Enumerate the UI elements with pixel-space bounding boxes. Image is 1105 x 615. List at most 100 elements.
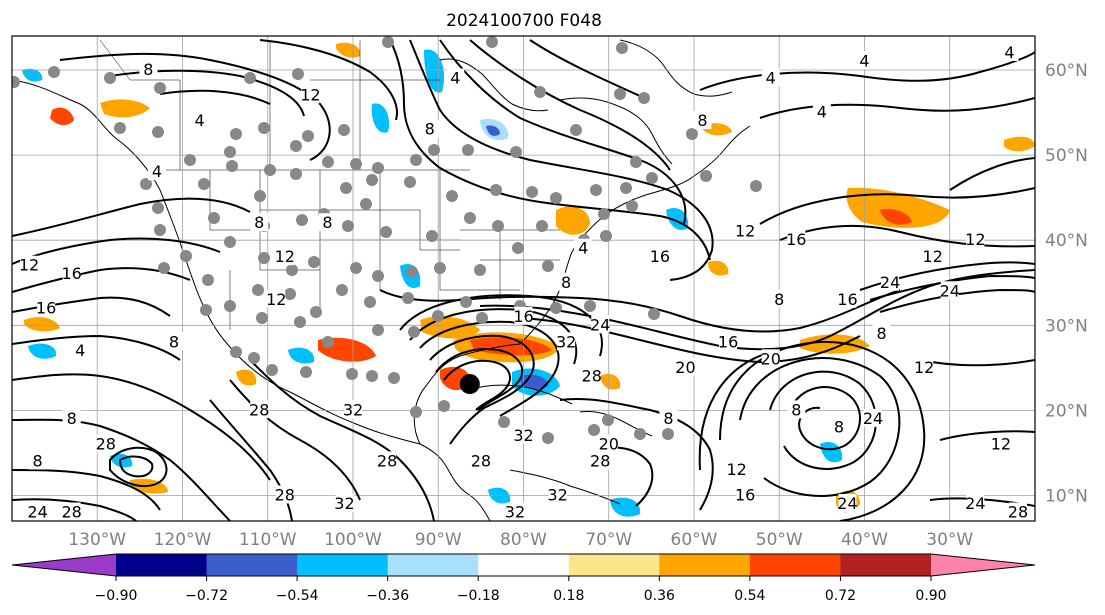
station-marker bbox=[372, 162, 384, 174]
station-marker bbox=[366, 174, 378, 186]
station-marker bbox=[104, 72, 116, 84]
station-markers bbox=[12, 36, 762, 444]
longitude-label: 110°W bbox=[239, 530, 297, 550]
contour-line bbox=[699, 51, 1035, 91]
coastline bbox=[509, 469, 621, 505]
contour-label-background bbox=[557, 332, 576, 351]
station-marker bbox=[438, 400, 450, 412]
station-marker bbox=[388, 372, 400, 384]
station-marker bbox=[256, 312, 268, 324]
contour-label: 8 bbox=[697, 111, 707, 130]
contour-label-background bbox=[599, 434, 618, 453]
station-marker bbox=[284, 288, 296, 300]
contour-line bbox=[439, 39, 687, 225]
station-marker bbox=[310, 306, 322, 318]
contour-label-background bbox=[514, 306, 533, 325]
contour-label-background bbox=[770, 289, 789, 308]
station-marker bbox=[294, 316, 306, 328]
contour-label: 32 bbox=[513, 426, 533, 445]
contour-line bbox=[12, 373, 271, 481]
contour-label: 4 bbox=[152, 162, 162, 181]
contour-label-background bbox=[659, 408, 678, 427]
contour-label: 24 bbox=[590, 315, 610, 334]
longitude-label: 90°W bbox=[415, 530, 462, 550]
contour-label-background bbox=[62, 264, 81, 283]
contour-label: 4 bbox=[817, 103, 827, 122]
contour-label: 16 bbox=[61, 264, 81, 283]
contour-line bbox=[789, 386, 862, 451]
colorbar-tick-label: 0.90 bbox=[915, 588, 946, 604]
contour-label-background bbox=[62, 502, 81, 521]
station-marker bbox=[662, 428, 674, 440]
colorbar-tick-label: −0.36 bbox=[366, 588, 409, 604]
longitude-label: 40°W bbox=[841, 530, 888, 550]
station-marker bbox=[152, 202, 164, 214]
contour-line bbox=[12, 197, 251, 237]
contour-label-background bbox=[582, 366, 601, 385]
state-border bbox=[99, 39, 181, 170]
contour-label: 28 bbox=[96, 434, 116, 453]
station-marker bbox=[492, 220, 504, 232]
station-marker bbox=[254, 190, 266, 202]
contour-label-background bbox=[838, 493, 857, 512]
station-marker bbox=[402, 292, 414, 304]
contour-label: 8 bbox=[322, 213, 332, 232]
contour-label-background bbox=[164, 332, 183, 351]
station-marker bbox=[598, 208, 610, 220]
contour-line bbox=[719, 340, 926, 521]
contour-label: 8 bbox=[67, 409, 77, 428]
station-marker bbox=[48, 66, 60, 78]
contour-label: 8 bbox=[791, 400, 801, 419]
contour-label: 12 bbox=[266, 290, 286, 309]
station-marker bbox=[230, 128, 242, 140]
contour-label: 28 bbox=[249, 400, 269, 419]
station-marker bbox=[342, 220, 354, 232]
station-marker bbox=[486, 36, 498, 48]
station-marker bbox=[152, 126, 164, 138]
contour-label-background bbox=[301, 85, 320, 104]
station-marker bbox=[510, 146, 522, 158]
contour-line bbox=[249, 359, 435, 521]
contour-label: 24 bbox=[863, 409, 883, 428]
colorbar-tick-label: −0.54 bbox=[276, 588, 319, 604]
contour-label: 16 bbox=[735, 485, 755, 504]
contour-label-background bbox=[344, 400, 362, 419]
shade-region bbox=[486, 125, 500, 136]
contour-label-background bbox=[591, 315, 610, 334]
contour-label: 4 bbox=[1004, 43, 1014, 62]
station-marker bbox=[634, 428, 646, 440]
colorbar-segment bbox=[478, 554, 570, 576]
station-marker bbox=[248, 352, 260, 364]
contour-line bbox=[12, 237, 221, 265]
contour-label: 16 bbox=[650, 247, 670, 266]
station-marker bbox=[308, 256, 320, 268]
coastline bbox=[619, 39, 733, 97]
contour-line bbox=[529, 39, 641, 97]
latitude-labels: 60°N 50°N 40°N 30°N 20°N 10°N bbox=[1045, 61, 1088, 506]
contour-label-background bbox=[736, 221, 755, 240]
contour-label-background bbox=[250, 213, 269, 232]
station-marker bbox=[446, 190, 458, 202]
contour-label: 16 bbox=[786, 230, 806, 249]
station-marker bbox=[350, 158, 362, 170]
contour-label: 8 bbox=[32, 451, 42, 470]
contour-label-background bbox=[190, 111, 209, 130]
contour-label-background bbox=[62, 408, 81, 427]
colorbar-segment bbox=[659, 554, 751, 576]
contour-line bbox=[939, 430, 1035, 441]
contour-label-background bbox=[966, 230, 985, 249]
station-marker bbox=[630, 156, 642, 168]
coastline bbox=[439, 58, 549, 112]
longitude-label: 30°W bbox=[926, 530, 973, 550]
station-marker bbox=[258, 122, 270, 134]
contour-label-background bbox=[693, 111, 712, 130]
shade-region bbox=[288, 347, 315, 364]
contour-label-background bbox=[335, 493, 354, 512]
shade-region bbox=[1004, 136, 1035, 152]
station-marker bbox=[600, 230, 612, 242]
longitude-label: 70°W bbox=[585, 530, 632, 550]
contour-line bbox=[429, 334, 535, 445]
station-marker bbox=[460, 296, 472, 308]
colorbar-tick-label: 0.72 bbox=[825, 588, 856, 604]
